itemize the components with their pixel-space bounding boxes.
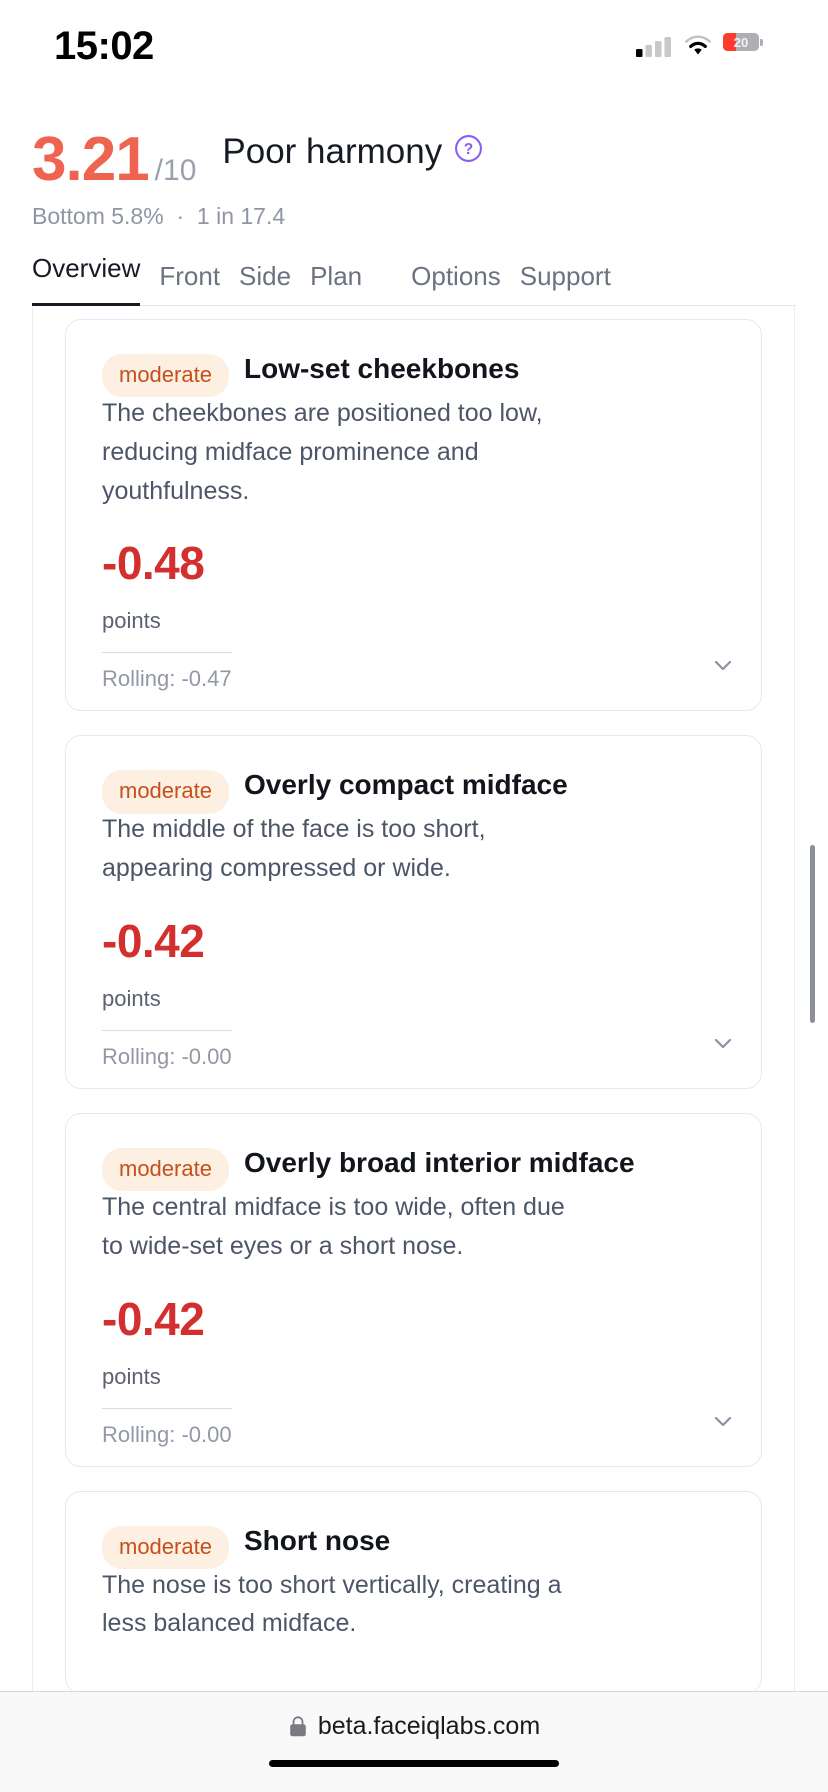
svg-text:?: ? [464,141,473,158]
